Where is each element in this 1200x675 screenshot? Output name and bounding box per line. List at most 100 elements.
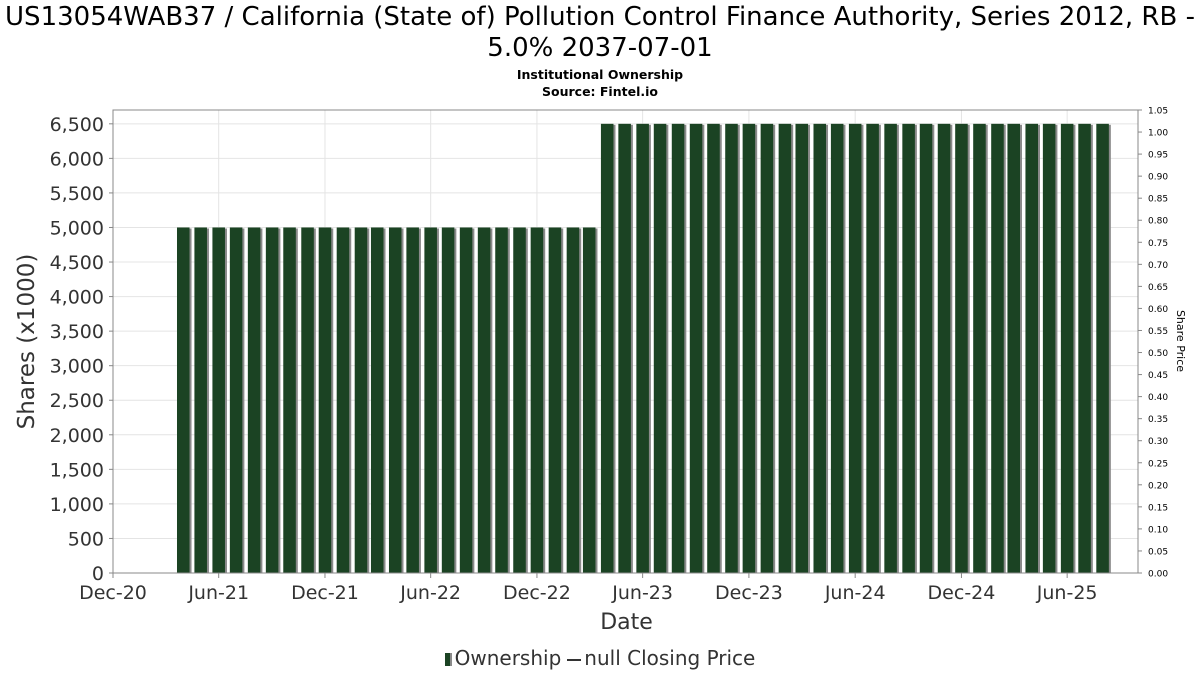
y-tick-label: 4,500 xyxy=(50,252,104,274)
chart-source: Source: Fintel.io xyxy=(542,84,658,99)
y2-tick-label: 0.80 xyxy=(1148,217,1168,227)
ownership-bar xyxy=(991,123,1004,573)
x-tick-label: Dec-20 xyxy=(79,582,147,604)
chart-legend: Ownership null Closing Price xyxy=(0,646,1200,670)
x-tick-label: Dec-22 xyxy=(503,582,571,604)
x-tick-label: Jun-25 xyxy=(1036,582,1098,604)
ownership-bar xyxy=(1060,123,1074,573)
y2-tick-label: 1.05 xyxy=(1148,107,1168,117)
y2-tick-label: 0.30 xyxy=(1148,437,1168,447)
plot-area-frame xyxy=(112,109,1139,574)
ownership-bar xyxy=(582,227,596,574)
ownership-bar xyxy=(247,227,261,574)
ownership-bar xyxy=(866,123,879,573)
y-tick-label: 5,500 xyxy=(50,183,104,205)
ownership-bar xyxy=(548,227,562,574)
ownership-bar xyxy=(778,123,792,573)
ownership-bar xyxy=(937,123,951,573)
ownership-bar xyxy=(973,123,986,573)
ownership-bar xyxy=(283,227,296,574)
ownership-bar xyxy=(513,227,526,574)
y-tick-label: 6,000 xyxy=(50,148,104,170)
ownership-bars xyxy=(176,123,1111,574)
y2-tick-label: 0.95 xyxy=(1148,151,1168,161)
y-axis-label: Shares (x1000) xyxy=(14,254,40,430)
y2-tick-label: 0.55 xyxy=(1148,327,1168,337)
y2-tick-label: 0.20 xyxy=(1148,481,1168,491)
y-tick-label: 1,000 xyxy=(50,494,104,516)
y2-tick-label: 0.45 xyxy=(1148,371,1168,381)
ownership-bar xyxy=(566,227,580,574)
y2-tick-label: 0.65 xyxy=(1148,283,1168,293)
legend-ownership-label: Ownership xyxy=(454,646,562,670)
y-tick-label: 2,000 xyxy=(50,425,104,447)
ownership-bar xyxy=(742,123,756,573)
ownership-legend-swatch xyxy=(444,653,452,666)
y2-tick-label: 0.50 xyxy=(1148,349,1168,359)
left-y-axis: 0 500 1,000 1,500 2,000 2,500 3,000 3,500 4,000 4… xyxy=(50,114,113,585)
ownership-bar xyxy=(370,227,384,574)
y2-tick-label: 0.75 xyxy=(1148,239,1168,249)
y2-tick-label: 0.35 xyxy=(1148,415,1168,425)
ownership-bar xyxy=(176,227,190,574)
y2-tick-label: 0.10 xyxy=(1148,525,1168,535)
ownership-bar xyxy=(318,227,332,574)
ownership-bar xyxy=(636,123,649,573)
ownership-bar xyxy=(477,227,491,574)
ownership-bar xyxy=(336,227,350,574)
ownership-bar xyxy=(600,123,614,573)
x-tick-label: Jun-23 xyxy=(611,582,673,604)
y2-tick-label: 0.05 xyxy=(1148,547,1168,557)
ownership-bar xyxy=(760,123,774,573)
ownership-bar xyxy=(212,227,225,574)
ownership-bar xyxy=(354,227,368,574)
ownership-bar xyxy=(618,123,631,573)
ownership-bar xyxy=(1042,123,1056,573)
y2-tick-label: 0.70 xyxy=(1148,261,1168,271)
legend-closing-price-label: null Closing Price xyxy=(584,646,756,670)
x-tick-label: Jun-24 xyxy=(824,582,886,604)
ownership-bar xyxy=(830,123,844,573)
x-tick-label: Dec-24 xyxy=(928,582,996,604)
ownership-bar xyxy=(955,123,968,573)
y-tick-label: 3,500 xyxy=(50,321,104,343)
ownership-bar xyxy=(441,227,455,574)
chart-title: US13054WAB37 / California (State of) Pol… xyxy=(5,2,1195,63)
ownership-bar xyxy=(813,123,827,573)
y-tick-label: 2,500 xyxy=(50,390,104,412)
y2-tick-label: 0.25 xyxy=(1148,459,1168,469)
ownership-bar xyxy=(689,123,703,573)
y2-tick-label: 0.00 xyxy=(1148,570,1168,580)
chart-subtitle: Institutional Ownership xyxy=(516,67,684,82)
ownership-bar xyxy=(1096,123,1109,573)
y2-tick-label: 0.15 xyxy=(1148,503,1168,513)
y2-axis-label: Share Price xyxy=(1174,310,1187,372)
ownership-bar xyxy=(388,227,402,574)
x-tick-label: Jun-22 xyxy=(399,582,461,604)
y-tick-label: 4,000 xyxy=(50,287,104,309)
ownership-bar xyxy=(902,123,915,573)
ownership-bar xyxy=(424,227,437,574)
x-axis-label: Date xyxy=(600,610,653,635)
ownership-bar xyxy=(265,227,279,574)
ownership-bar xyxy=(725,123,738,573)
x-axis: Dec-20 Jun-21 Dec-21 Jun-22 Dec-22 Jun-23 Dec-… xyxy=(79,573,1098,604)
ownership-bar xyxy=(653,123,667,573)
y2-tick-label: 0.60 xyxy=(1148,305,1168,315)
ownership-bar xyxy=(848,123,862,573)
x-tick-label: Dec-23 xyxy=(715,582,783,604)
ownership-bar xyxy=(707,123,720,573)
ownership-bar xyxy=(884,123,897,573)
ownership-bar xyxy=(406,227,419,574)
ownership-bar xyxy=(1025,123,1038,573)
chart-canvas: 0 500 1,000 1,500 2,000 2,500 3,000 3,500 4,000 4… xyxy=(14,107,1187,636)
ownership-bar xyxy=(530,227,544,574)
ownership-bar xyxy=(229,227,243,574)
y-tick-label: 3,000 xyxy=(50,356,104,378)
ownership-bar xyxy=(671,123,685,573)
ownership-bar xyxy=(495,227,508,574)
y-tick-label: 6,500 xyxy=(50,114,104,136)
y2-tick-label: 0.90 xyxy=(1148,173,1168,183)
y2-tick-label: 1.00 xyxy=(1148,129,1168,139)
ownership-bar xyxy=(459,227,473,574)
